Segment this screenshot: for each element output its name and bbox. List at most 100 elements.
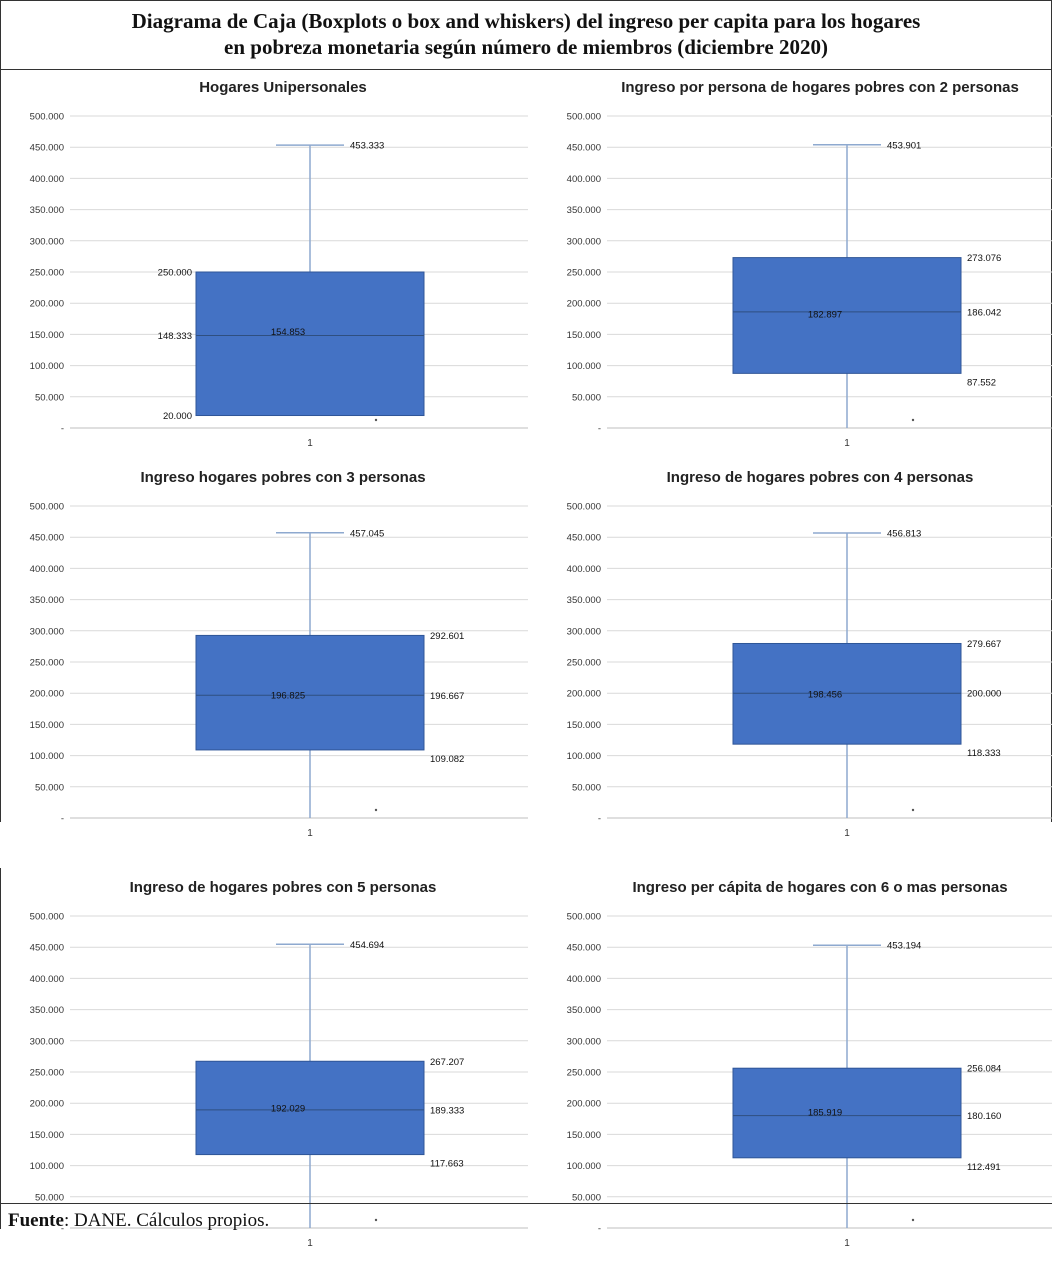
y-tick-label: 100.000 bbox=[30, 1161, 64, 1172]
q3-label: 273.076 bbox=[967, 253, 1001, 264]
y-tick-label: 450.000 bbox=[567, 943, 601, 954]
y-tick-label: 250.000 bbox=[567, 268, 601, 279]
y-tick-label: 50.000 bbox=[572, 1192, 601, 1203]
y-tick-label: 50.000 bbox=[35, 782, 64, 793]
y-tick-label: 200.000 bbox=[30, 1099, 64, 1110]
figure-title-line-1: Diagrama de Caja (Boxplots o box and whi… bbox=[131, 9, 921, 33]
x-tick-label: 1 bbox=[307, 1238, 313, 1249]
y-tick-label: 200.000 bbox=[30, 299, 64, 310]
y-tick-label: 200.000 bbox=[567, 1099, 601, 1110]
y-tick-label: 450.000 bbox=[567, 533, 601, 544]
x-tick-label: 1 bbox=[307, 438, 313, 449]
max-label: 453.333 bbox=[350, 141, 384, 152]
box-q1-q3 bbox=[732, 1067, 962, 1159]
box-q1-q3 bbox=[195, 1060, 425, 1156]
boxplot-chart: Ingreso hogares pobres con 3 personas - 50… bbox=[30, 469, 528, 839]
boxplot-panel-2: Ingreso por persona de hogares pobres co… bbox=[545, 72, 1052, 467]
y-tick-label: 500.000 bbox=[30, 912, 64, 923]
figure-frame-bottom bbox=[0, 868, 1052, 1229]
y-tick-label: 400.000 bbox=[567, 974, 601, 985]
y-tick-label: 250.000 bbox=[30, 1068, 64, 1079]
x-tick-label: 1 bbox=[844, 438, 850, 449]
median-label: 180.160 bbox=[967, 1111, 1001, 1122]
outlier-point bbox=[374, 808, 378, 812]
y-tick-label: 100.000 bbox=[30, 751, 64, 762]
y-tick-label: 250.000 bbox=[567, 658, 601, 669]
q3-label: 250.000 bbox=[158, 268, 192, 279]
mean-label: 198.456 bbox=[808, 690, 842, 701]
y-tick-label: 400.000 bbox=[30, 974, 64, 985]
figure-title-line-2: en pobreza monetaria según número de mie… bbox=[224, 35, 828, 59]
y-tick-label: 200.000 bbox=[30, 689, 64, 700]
max-label: 453.901 bbox=[887, 140, 921, 151]
y-tick-label: 450.000 bbox=[30, 533, 64, 544]
outlier-point bbox=[374, 1218, 378, 1222]
outlier-point bbox=[911, 418, 915, 422]
chart-title: Ingreso de hogares pobres con 5 personas bbox=[130, 879, 437, 896]
y-tick-label: 100.000 bbox=[567, 751, 601, 762]
y-tick-label: 50.000 bbox=[35, 1192, 64, 1203]
y-tick-label: 350.000 bbox=[567, 595, 601, 606]
chart-title: Hogares Unipersonales bbox=[199, 79, 367, 96]
source-label: Fuente bbox=[8, 1210, 64, 1231]
q1-label: 87.552 bbox=[967, 377, 996, 388]
y-tick-label: 500.000 bbox=[567, 112, 601, 123]
q1-label: 109.082 bbox=[430, 754, 464, 765]
boxplot-panel-1: Hogares Unipersonales - 50.000 100.000 150.0… bbox=[8, 72, 548, 467]
x-tick-label: 1 bbox=[844, 828, 850, 839]
y-tick-label: 300.000 bbox=[30, 626, 64, 637]
q1-label: 117.663 bbox=[430, 1159, 464, 1170]
y-tick-label: 350.000 bbox=[567, 205, 601, 216]
footer-rule bbox=[0, 1203, 1052, 1204]
outlier-point bbox=[374, 418, 378, 422]
y-tick-label: 500.000 bbox=[567, 502, 601, 513]
y-tick-label: 450.000 bbox=[30, 943, 64, 954]
y-tick-label: 50.000 bbox=[572, 782, 601, 793]
boxplot-chart: Ingreso per cápita de hogares con 6 o ma… bbox=[567, 879, 1052, 1249]
mean-label: 196.825 bbox=[271, 691, 305, 702]
q1-label: 112.491 bbox=[967, 1162, 1001, 1173]
y-tick-label: 400.000 bbox=[30, 174, 64, 185]
chart-title: Ingreso per cápita de hogares con 6 o ma… bbox=[632, 879, 1007, 896]
y-tick-label: 400.000 bbox=[30, 564, 64, 575]
y-tick-label: 250.000 bbox=[30, 268, 64, 279]
boxplot-panel-6: Ingreso per cápita de hogares con 6 o ma… bbox=[545, 872, 1052, 1267]
y-tick-label: 450.000 bbox=[30, 143, 64, 154]
q1-label: 118.333 bbox=[967, 748, 1001, 759]
source-text: : DANE. Cálculos propios. bbox=[63, 1210, 270, 1231]
boxplot-chart: Ingreso de hogares pobres con 5 personas… bbox=[30, 879, 528, 1249]
y-tick-label: 400.000 bbox=[567, 174, 601, 185]
median-label: 196.667 bbox=[430, 691, 464, 702]
y-tick-label: 500.000 bbox=[30, 112, 64, 123]
mean-label: 192.029 bbox=[271, 1104, 305, 1115]
y-tick-label: 350.000 bbox=[30, 205, 64, 216]
box-q1-q3 bbox=[195, 271, 425, 417]
y-tick-label: 150.000 bbox=[567, 330, 601, 341]
chart-title: Ingreso de hogares pobres con 4 personas bbox=[667, 469, 974, 486]
boxplot-panel-3: Ingreso hogares pobres con 3 personas - 50… bbox=[8, 462, 548, 857]
y-tick-label: - bbox=[61, 424, 64, 435]
y-tick-label: - bbox=[598, 424, 601, 435]
mean-label: 182.897 bbox=[808, 309, 842, 320]
y-tick-label: 150.000 bbox=[30, 330, 64, 341]
y-tick-label: 300.000 bbox=[567, 626, 601, 637]
chart-title: Ingreso por persona de hogares pobres co… bbox=[621, 79, 1019, 96]
median-label: 186.042 bbox=[967, 307, 1001, 318]
y-tick-label: 450.000 bbox=[567, 143, 601, 154]
y-tick-label: 200.000 bbox=[567, 689, 601, 700]
y-tick-label: 50.000 bbox=[572, 392, 601, 403]
box-q1-q3 bbox=[732, 257, 962, 374]
y-tick-label: 300.000 bbox=[567, 1036, 601, 1047]
y-tick-label: 150.000 bbox=[567, 1130, 601, 1141]
x-tick-label: 1 bbox=[307, 828, 313, 839]
y-tick-label: 400.000 bbox=[567, 564, 601, 575]
max-label: 456.813 bbox=[887, 528, 921, 539]
y-tick-label: 500.000 bbox=[567, 912, 601, 923]
y-tick-label: 350.000 bbox=[567, 1005, 601, 1016]
y-tick-label: - bbox=[598, 814, 601, 825]
y-tick-label: 200.000 bbox=[567, 299, 601, 310]
median-label: 148.333 bbox=[158, 331, 192, 342]
outlier-point bbox=[911, 1218, 915, 1222]
y-tick-label: 350.000 bbox=[30, 595, 64, 606]
y-tick-label: - bbox=[61, 814, 64, 825]
